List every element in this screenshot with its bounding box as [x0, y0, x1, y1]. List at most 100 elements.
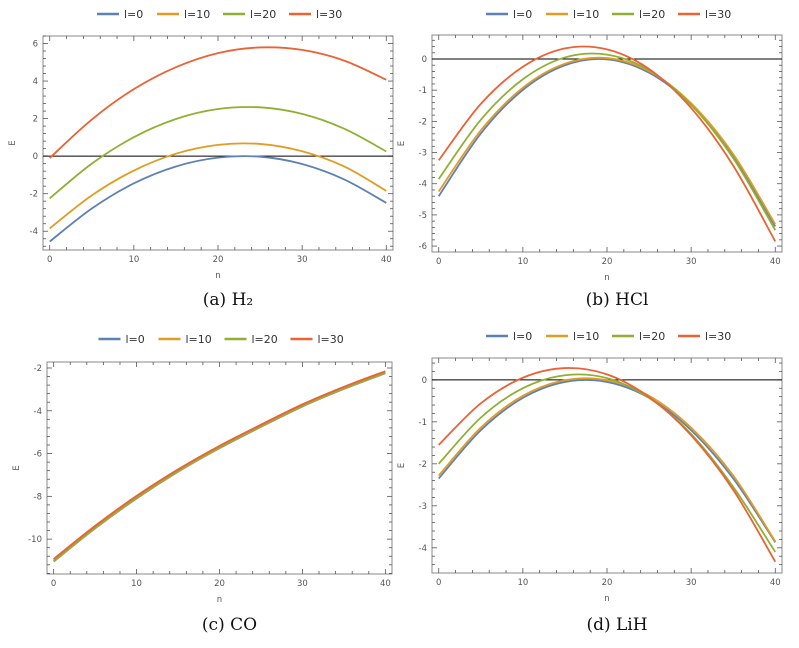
x-tick-label: 20	[213, 255, 224, 265]
x-axis-label: n	[217, 595, 222, 605]
y-tick-label: -8	[34, 492, 42, 502]
series-line-l-20	[49, 106, 387, 200]
legend-label: l=0	[126, 333, 145, 346]
legend-label: l=30	[316, 8, 342, 21]
series-line-l-20	[437, 52, 777, 231]
y-tick-label: 0	[422, 55, 427, 65]
y-tick-label: -2	[419, 117, 427, 127]
plot-frame	[42, 35, 394, 251]
legend: l=0 l=10 l=20 l=30	[486, 8, 731, 21]
y-tick-label: -1	[419, 86, 427, 96]
x-tick-label: 30	[297, 255, 308, 265]
y-tick-label: 6	[33, 40, 38, 50]
legend: l=0 l=10 l=20 l=30	[486, 330, 731, 343]
x-tick-label: 40	[380, 579, 391, 589]
y-axis-label: E	[397, 141, 407, 146]
y-tick-label: -2	[34, 364, 42, 374]
x-tick-label: 30	[686, 257, 697, 267]
y-tick-label: 4	[33, 77, 38, 87]
series-line-l-30	[438, 45, 777, 242]
panel-caption: (a) H₂	[203, 290, 253, 310]
y-tick-label: -2	[419, 460, 427, 470]
series-line-l-0	[438, 379, 777, 543]
x-axis-label: n	[604, 273, 609, 283]
y-tick-label: -10	[28, 535, 42, 545]
plot-frame	[46, 361, 393, 575]
y-tick-label: -4	[419, 180, 427, 190]
y-tick-label: -2	[30, 190, 38, 200]
legend-label: l=30	[705, 8, 731, 21]
legend-label: l=10	[186, 333, 212, 346]
y-axis-label: E	[12, 465, 22, 470]
x-tick-label: 0	[47, 255, 52, 265]
x-tick-label: 0	[436, 257, 441, 267]
panel-h2: 0 10 20 30 40 -4 -2 0 2 4 6 n El=0 l=10 l=20 l=30 (a) H₂	[8, 8, 394, 310]
y-axis-label: E	[397, 463, 407, 468]
legend-label: l=0	[513, 8, 532, 21]
y-tick-label: -3	[419, 502, 427, 512]
legend-label: l=20	[252, 333, 278, 346]
x-axis-label: n	[215, 271, 220, 281]
legend-label: l=20	[639, 330, 665, 343]
plot-frame	[431, 34, 783, 253]
y-tick-label: -6	[34, 450, 42, 460]
panel-hcl: 0 10 20 30 40 -6 -5 -4 -3 -2 -1 0 n El=0 l=10 l=20 l=30 (…	[397, 8, 783, 310]
x-tick-label: 40	[381, 255, 392, 265]
y-tick-label: 0	[422, 376, 427, 386]
x-tick-label: 0	[436, 578, 441, 588]
panel-caption: (c) CO	[202, 615, 257, 635]
x-tick-label: 10	[517, 257, 528, 267]
y-axis-label: E	[8, 140, 18, 145]
series-line-l-30	[53, 370, 386, 560]
legend-label: l=10	[573, 8, 599, 21]
legend-label: l=30	[318, 333, 344, 346]
x-tick-label: 40	[770, 257, 781, 267]
panel-co: 0 10 20 30 40 -10 -8 -6 -4 -2 n El=0 l=10 l=20 l=30 (c)…	[12, 333, 393, 635]
panel-caption: (b) HCl	[586, 290, 649, 310]
series-line-l-10	[53, 372, 386, 562]
plot-frame	[431, 357, 783, 574]
y-tick-label: -6	[419, 242, 427, 252]
y-tick-label: -4	[30, 227, 38, 237]
series-line-l-30	[438, 367, 777, 563]
legend-label: l=0	[124, 8, 143, 21]
series-line-l-0	[53, 372, 386, 563]
y-tick-label: -4	[419, 544, 427, 554]
legend-label: l=0	[513, 330, 532, 343]
x-tick-label: 10	[128, 255, 139, 265]
legend: l=0 l=10 l=20 l=30	[98, 333, 344, 346]
series-line-l-10	[438, 377, 777, 542]
series-line-l-0	[49, 155, 387, 243]
series-line-l-30	[49, 46, 387, 159]
x-tick-label: 20	[602, 578, 613, 588]
y-tick-label: -5	[419, 211, 427, 221]
series-line-l-0	[437, 58, 777, 227]
y-tick-label: 2	[33, 115, 38, 125]
series-line-l-20	[53, 371, 386, 562]
legend-label: l=10	[184, 8, 210, 21]
x-tick-label: 10	[131, 579, 142, 589]
panel-caption: (d) LiH	[586, 615, 647, 635]
x-axis-label: n	[604, 594, 609, 604]
y-tick-label: -3	[419, 149, 427, 159]
x-tick-label: 20	[602, 257, 613, 267]
legend-label: l=30	[705, 330, 731, 343]
legend: l=0 l=10 l=20 l=30	[97, 8, 342, 21]
series-line-l-10	[49, 142, 387, 230]
x-tick-label: 10	[517, 578, 528, 588]
x-tick-label: 30	[297, 579, 308, 589]
y-tick-label: -1	[419, 418, 427, 428]
legend-label: l=20	[639, 8, 665, 21]
y-tick-label: -4	[34, 407, 42, 417]
x-tick-label: 0	[51, 579, 56, 589]
panel-lih: 0 10 20 30 40 -4 -3 -2 -1 0 n El=0 l=10 l=20 l=30 (d) L…	[397, 330, 783, 635]
legend-label: l=10	[573, 330, 599, 343]
x-tick-label: 40	[770, 578, 781, 588]
series-line-l-10	[437, 56, 777, 225]
legend-label: l=20	[250, 8, 276, 21]
x-tick-label: 20	[214, 579, 225, 589]
x-tick-label: 30	[686, 578, 697, 588]
y-tick-label: 0	[33, 152, 38, 162]
series-line-l-20	[438, 373, 777, 553]
